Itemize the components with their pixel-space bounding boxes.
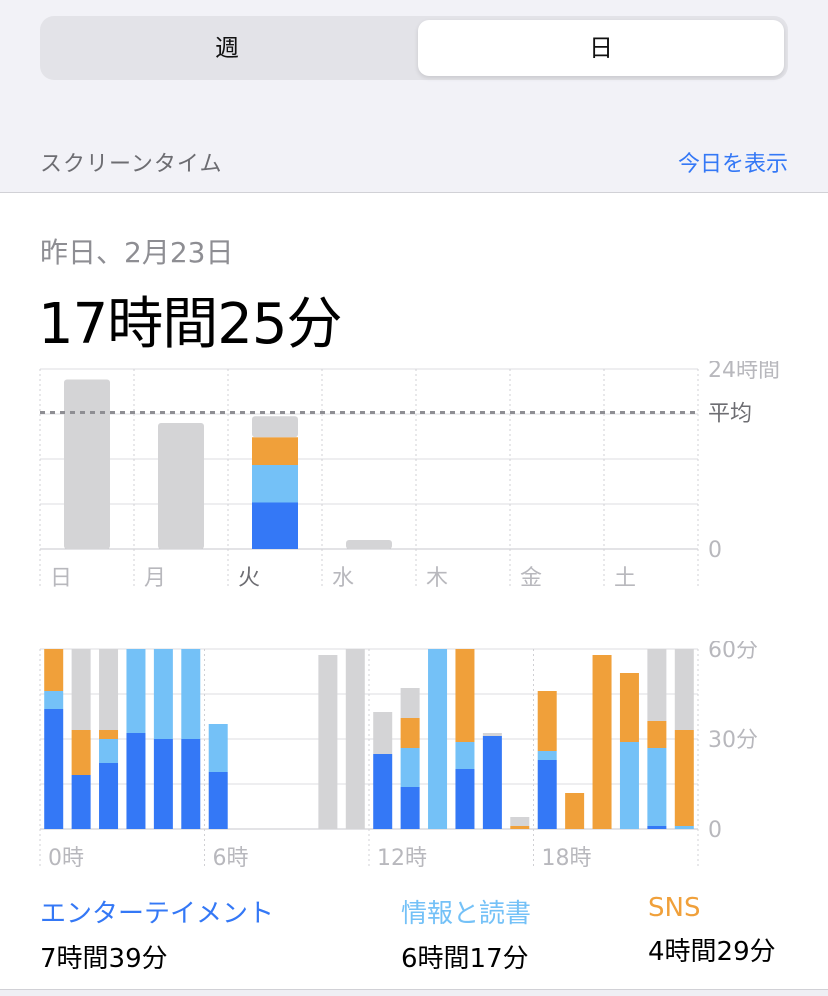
hourly-bar-segment bbox=[619, 742, 639, 829]
weekly-bar-segment bbox=[64, 379, 110, 549]
show-today-link[interactable]: 今日を表示 bbox=[677, 152, 788, 177]
hourly-bar-segment bbox=[153, 649, 173, 739]
hourly-bar-segment bbox=[44, 709, 64, 829]
summary-date: 昨日、2月23日 bbox=[40, 236, 234, 269]
period-segmented-control[interactable]: 週 日 bbox=[40, 16, 788, 80]
hourly-bar-segment bbox=[181, 739, 201, 829]
hourly-bar-segment bbox=[208, 772, 228, 829]
hourly-bar-segment bbox=[482, 736, 502, 829]
hourly-y-tick: 0 bbox=[708, 818, 722, 843]
weekly-x-label: 金 bbox=[520, 566, 542, 591]
legend-entertainment-value: 7時間39分 bbox=[40, 944, 168, 974]
hourly-bar-segment bbox=[400, 718, 420, 748]
hourly-bar-segment bbox=[455, 649, 475, 742]
hourly-bar-segment bbox=[592, 655, 612, 829]
hourly-bar-segment bbox=[126, 649, 146, 733]
hourly-bar-segment bbox=[400, 688, 420, 718]
weekly-x-label: 日 bbox=[50, 566, 72, 591]
hourly-bar-segment bbox=[71, 649, 91, 730]
section-title: スクリーンタイム bbox=[40, 152, 223, 177]
hourly-bar-segment bbox=[400, 787, 420, 829]
legend-info-value: 6時間17分 bbox=[401, 944, 529, 974]
weekly-x-label: 土 bbox=[614, 566, 636, 591]
weekly-chart[interactable]: 日 月 火 水 木 金 土 平均 24時間 0 bbox=[0, 361, 828, 601]
legend-entertainment-label: エンターテイメント bbox=[40, 899, 275, 929]
weekly-x-label: 火 bbox=[238, 566, 260, 591]
weekly-x-label: 木 bbox=[426, 566, 448, 591]
hourly-bar-segment bbox=[99, 730, 119, 739]
weekly-bar-segment bbox=[158, 423, 204, 549]
weekly-bar-segment bbox=[252, 502, 298, 549]
hourly-bar-segment bbox=[99, 763, 119, 829]
hourly-bar-segment bbox=[619, 673, 639, 742]
weekly-bar-segment bbox=[252, 465, 298, 503]
hourly-bar-segment bbox=[674, 649, 694, 730]
hourly-y-tick: 30分 bbox=[708, 728, 758, 753]
hourly-bar-segment bbox=[208, 724, 228, 772]
header-area: 週 日 スクリーンタイム 今日を表示 bbox=[0, 0, 828, 192]
weekly-x-label: 月 bbox=[144, 566, 166, 591]
hourly-bar-segment bbox=[44, 691, 64, 709]
hourly-bar-segment bbox=[345, 649, 365, 829]
legend-sns: SNS 4時間29分 bbox=[648, 893, 776, 968]
weekly-y-tick: 24時間 bbox=[708, 361, 780, 383]
hourly-bar-segment bbox=[510, 817, 530, 826]
hourly-bar-segment bbox=[99, 649, 119, 730]
hourly-bar-segment bbox=[674, 826, 694, 829]
legend-sns-label: SNS bbox=[648, 893, 701, 923]
hourly-bar-segment bbox=[537, 760, 557, 829]
hourly-bar-segment bbox=[318, 655, 338, 829]
screen-time-card: 昨日、2月23日 17時間25分 日 月 火 水 木 金 土 平均 24時間 0 0時 6時 12時 1… bbox=[0, 192, 828, 990]
hourly-bar-segment bbox=[674, 730, 694, 826]
hourly-bar-segment bbox=[647, 748, 667, 826]
hourly-bar-segment bbox=[181, 649, 201, 739]
weekly-bar-segment bbox=[252, 416, 298, 438]
weekly-bar-segment bbox=[346, 540, 392, 549]
hourly-x-label: 12時 bbox=[377, 846, 427, 871]
hourly-bar-segment bbox=[565, 793, 585, 829]
hourly-x-label: 18時 bbox=[542, 846, 592, 871]
weekly-x-label: 水 bbox=[332, 566, 354, 591]
weekly-average-label: 平均 bbox=[708, 402, 752, 427]
hourly-bar-segment bbox=[510, 826, 530, 829]
hourly-bar-segment bbox=[482, 733, 502, 736]
segment-week[interactable]: 週 bbox=[215, 34, 239, 62]
legend-sns-value: 4時間29分 bbox=[648, 937, 776, 967]
hourly-bar-segment bbox=[647, 649, 667, 721]
hourly-bar-segment bbox=[99, 739, 119, 763]
legend-info: 情報と読書 6時間17分 bbox=[401, 893, 531, 975]
hourly-y-tick: 60分 bbox=[708, 641, 758, 663]
hourly-bar-segment bbox=[71, 775, 91, 829]
hourly-bar-segment bbox=[455, 742, 475, 769]
hourly-bar-segment bbox=[153, 739, 173, 829]
hourly-bar-segment bbox=[44, 649, 64, 691]
weekly-y-tick: 0 bbox=[708, 538, 722, 563]
hourly-bar-segment bbox=[126, 733, 146, 829]
hourly-bar-segment bbox=[455, 769, 475, 829]
legend-entertainment: エンターテイメント 7時間39分 bbox=[40, 893, 274, 975]
segment-day[interactable]: 日 bbox=[418, 20, 784, 76]
hourly-chart[interactable]: 0時 6時 12時 18時 60分 30分 0 bbox=[0, 641, 828, 881]
hourly-x-label: 6時 bbox=[213, 846, 249, 871]
legend-info-label: 情報と読書 bbox=[401, 899, 532, 929]
hourly-bar-segment bbox=[400, 748, 420, 787]
hourly-bar-segment bbox=[428, 649, 448, 829]
hourly-bar-segment bbox=[647, 721, 667, 748]
summary-total: 17時間25分 bbox=[38, 292, 343, 357]
hourly-x-label: 0時 bbox=[48, 846, 84, 871]
hourly-bar-segment bbox=[373, 712, 393, 754]
hourly-bar-segment bbox=[537, 751, 557, 760]
weekly-bar-segment bbox=[252, 437, 298, 465]
hourly-bar-segment bbox=[373, 754, 393, 829]
hourly-bar-segment bbox=[647, 826, 667, 829]
hourly-bar-segment bbox=[71, 730, 91, 775]
hourly-bar-segment bbox=[537, 691, 557, 751]
